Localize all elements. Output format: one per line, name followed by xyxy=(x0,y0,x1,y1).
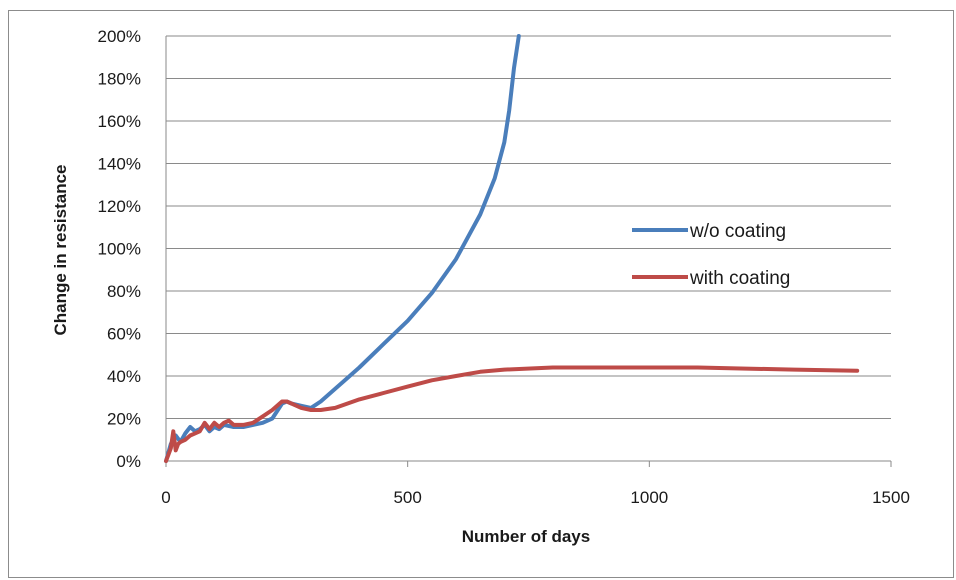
legend-label: w/o coating xyxy=(689,221,786,242)
x-tick-label: 1000 xyxy=(630,488,668,507)
legend: w/o coating with coating xyxy=(632,221,790,289)
x-tick-label: 0 xyxy=(161,488,170,507)
gridlines xyxy=(166,35,891,419)
y-tick-label: 200% xyxy=(98,27,141,46)
y-tick-labels: 0% 20% 40% 60% 80% 100% 120% 140% 160% 180% 200% xyxy=(98,27,141,471)
y-tick-label: 40% xyxy=(107,367,141,386)
x-tick-labels: 0 500 1000 1500 xyxy=(161,488,910,507)
series-line-with-coating xyxy=(164,365,860,463)
y-tick-label: 100% xyxy=(98,240,141,259)
y-tick-label: 0% xyxy=(116,452,141,471)
y-tick-label: 160% xyxy=(98,112,141,131)
x-tick-label: 1500 xyxy=(872,488,910,507)
y-axis-title: Change in resistance xyxy=(51,164,70,335)
axes xyxy=(165,36,892,467)
x-axis-title: Number of days xyxy=(462,527,590,546)
y-tick-label: 180% xyxy=(98,70,141,89)
y-tick-label: 20% xyxy=(107,410,141,429)
y-tick-label: 140% xyxy=(98,155,141,174)
y-tick-label: 60% xyxy=(107,325,141,344)
y-tick-label: 80% xyxy=(107,282,141,301)
y-tick-label: 120% xyxy=(98,197,141,216)
x-tick-label: 500 xyxy=(393,488,421,507)
series-lines xyxy=(164,34,860,463)
series-line-without-coating xyxy=(164,34,521,463)
legend-label: with coating xyxy=(689,268,790,289)
